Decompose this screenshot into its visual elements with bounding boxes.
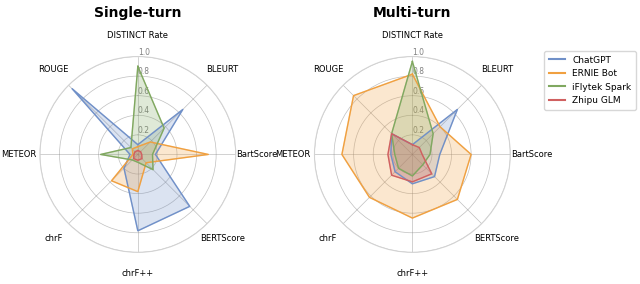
Polygon shape (111, 142, 208, 192)
Title: Multi-turn: Multi-turn (373, 6, 452, 20)
Polygon shape (342, 74, 471, 218)
Polygon shape (134, 151, 142, 160)
Polygon shape (100, 66, 164, 170)
Legend: ChatGPT, ERNIE Bot, iFlytek Spark, Zhipu GLM: ChatGPT, ERNIE Bot, iFlytek Spark, Zhipu… (544, 51, 636, 110)
Polygon shape (391, 109, 458, 184)
Polygon shape (72, 89, 189, 231)
Polygon shape (392, 61, 433, 176)
Polygon shape (388, 134, 432, 182)
Title: Single-turn: Single-turn (94, 6, 182, 20)
